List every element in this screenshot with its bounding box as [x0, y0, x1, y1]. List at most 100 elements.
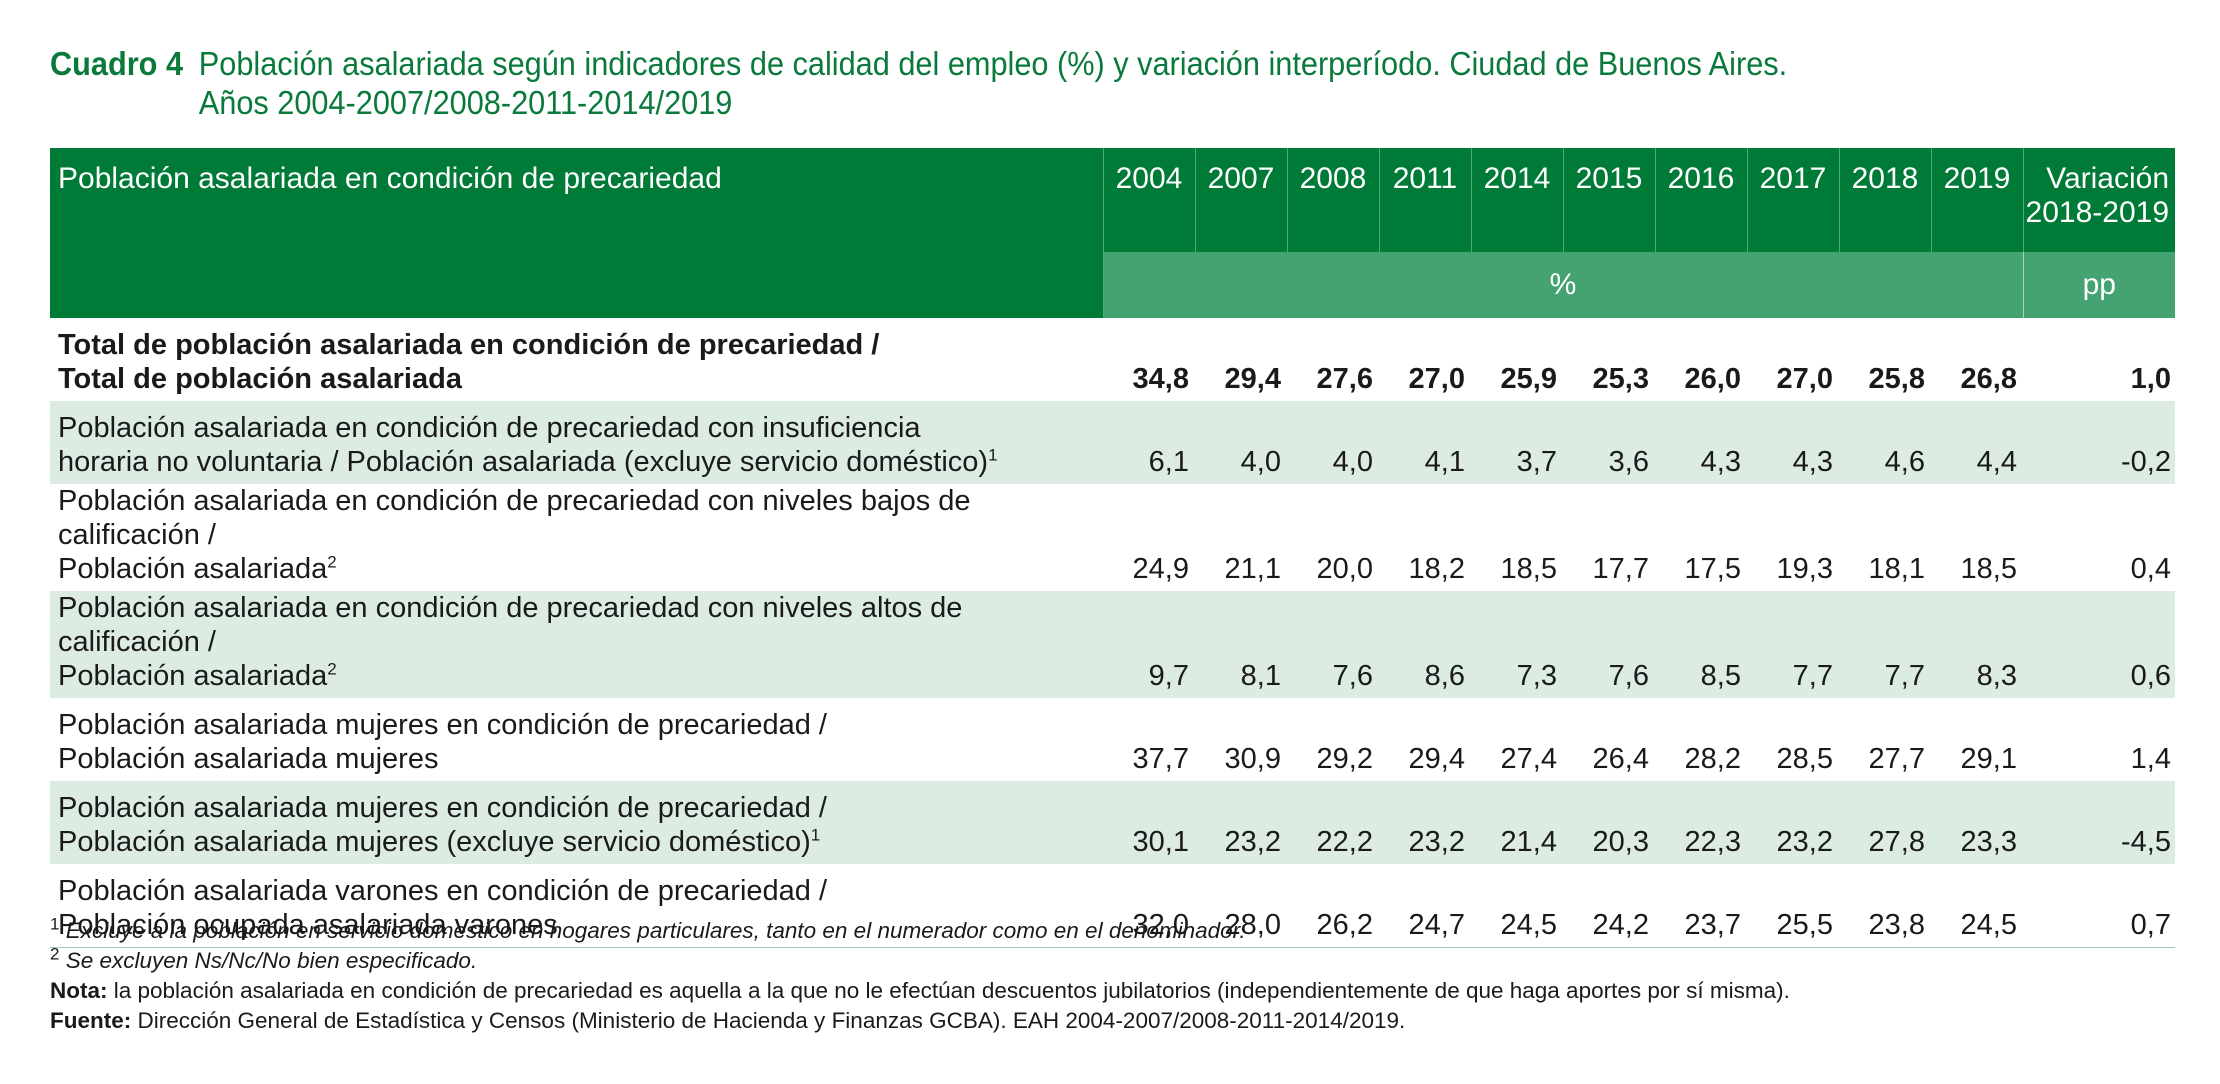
cell-value: 4,3 [1747, 401, 1839, 484]
cell-value: 6,1 [1103, 401, 1195, 484]
table-title: Cuadro 4 Población asalariada según indi… [50, 44, 2026, 122]
footnote-ref: 2 [327, 552, 337, 572]
header-year: 2007 [1195, 148, 1288, 252]
cell-value: 30,1 [1103, 781, 1195, 864]
row-label: Total de población asalariada en condici… [50, 318, 1103, 401]
row-label-line2: Población asalariada [58, 553, 328, 585]
cell-value: 8,3 [1931, 591, 2023, 698]
header-year: 2016 [1655, 148, 1748, 252]
table-row: Población asalariada mujeres en condició… [50, 698, 2175, 781]
cell-value: 27,4 [1500, 743, 1557, 775]
cell-value: 17,5 [1684, 553, 1741, 585]
cell-value: 7,6 [1563, 591, 1655, 698]
cell-value: 7,3 [1471, 591, 1563, 698]
header-year: 2014 [1471, 148, 1564, 252]
cell-variation: -0,2 [2023, 401, 2175, 484]
cell-value: 4,3 [1655, 401, 1747, 484]
cell-value: 26,2 [1287, 864, 1379, 948]
cell-value: 27,6 [1316, 363, 1373, 395]
cell-variation: 1,0 [2130, 363, 2171, 395]
row-label-line2: horaria no voluntaria / Población asalar… [58, 446, 989, 478]
cell-value: 3,6 [1563, 401, 1655, 484]
cell-variation: 0,6 [2023, 591, 2175, 698]
cell-value: 26,0 [1684, 363, 1741, 395]
header-year: 2017 [1747, 148, 1840, 252]
source: Fuente: Dirección General de Estadística… [50, 1006, 2175, 1036]
cell-value: 25,8 [1868, 363, 1925, 395]
precariedad-table: Población asalariada en condición de pre… [50, 148, 2175, 948]
cell-value: 8,5 [1655, 591, 1747, 698]
header-year: 2011 [1379, 148, 1472, 252]
cell-variation: 0,4 [2130, 553, 2171, 585]
cell-value: 28,2 [1684, 743, 1741, 775]
row-label-line2: Población asalariada [58, 660, 328, 692]
table-container: Cuadro 4 Población asalariada según indi… [50, 44, 2175, 1033]
cell-value: 18,5 [1500, 553, 1557, 585]
header-variation-line2: 2018-2019 [2025, 196, 2169, 229]
table-row: Población asalariada en condición de pre… [50, 591, 2175, 698]
cell-value: 4,0 [1287, 401, 1379, 484]
footnote-1: 1 Excluye a la población en servicio dom… [50, 916, 2175, 946]
cell-value: 29,4 [1224, 363, 1281, 395]
row-label: Población asalariada en condición de pre… [50, 401, 1103, 484]
cell-value: 4,4 [1931, 401, 2023, 484]
row-label-line1: Población asalariada en condición de pre… [58, 485, 971, 551]
cell-value: 8,6 [1379, 591, 1471, 698]
row-label: Población asalariada varones en condició… [50, 864, 1103, 948]
cell-value: 26,4 [1592, 743, 1649, 775]
table-caption: Población asalariada según indicadores d… [199, 44, 2026, 122]
cell-value: 23,3 [1931, 781, 2023, 864]
header-row: Población asalariada en condición de pre… [50, 148, 2175, 318]
cell-value: 7,6 [1287, 591, 1379, 698]
footnote-2-mark: 2 [50, 944, 60, 964]
cell-value: 22,3 [1655, 781, 1747, 864]
header-variation: Variación 2018-2019 [2023, 148, 2175, 252]
cell-value: 4,6 [1839, 401, 1931, 484]
header-year: 2008 [1287, 148, 1380, 252]
cell-variation: -4,5 [2023, 781, 2175, 864]
row-label-line2: Población asalariada mujeres (excluye se… [58, 826, 811, 858]
row-label-line2-wrap: Población asalariada2 [58, 552, 1103, 586]
row-label-line2-wrap: Población asalariada2 [58, 659, 1103, 693]
note: Nota: la población asalariada en condici… [50, 976, 2175, 1006]
unit-percent: % [1103, 252, 2024, 318]
cell-value: 25,5 [1747, 864, 1839, 948]
cell-value: 24,2 [1563, 864, 1655, 948]
row-label-line2: Población ocupada asalariada varones [58, 908, 558, 941]
source-label: Fuente: [50, 1008, 132, 1033]
header-year: 2004 [1103, 148, 1196, 252]
row-label: Población asalariada mujeres en condició… [50, 781, 1103, 864]
header-year: 2015 [1563, 148, 1656, 252]
cell-value: 24,9 [1132, 553, 1189, 585]
header-variation-line1: Variación [2046, 162, 2169, 195]
cell-value: 32,0 [1103, 864, 1195, 948]
footnote-2: 2 Se excluyen Ns/Nc/No bien especificado… [50, 946, 2175, 976]
cell-value: 23,7 [1655, 864, 1747, 948]
cell-value: 25,3 [1592, 363, 1649, 395]
cell-value: 37,7 [1132, 743, 1189, 775]
row-label-line1: Población asalariada varones en condició… [58, 874, 828, 907]
cell-value: 23,8 [1839, 864, 1931, 948]
row-label-line1: Población asalariada mujeres en condició… [58, 709, 827, 741]
cell-value: 26,8 [1960, 363, 2017, 395]
cell-value: 8,1 [1195, 591, 1287, 698]
row-label: Población asalariada en condición de pre… [50, 591, 1103, 698]
footnote-ref: 1 [988, 445, 998, 465]
note-text: la población asalariada en condición de … [107, 978, 1790, 1003]
cell-value: 17,7 [1592, 553, 1649, 585]
cell-value: 7,7 [1839, 591, 1931, 698]
row-label-line2: Total de población asalariada [58, 363, 462, 395]
table-row: Población asalariada mujeres en condició… [50, 781, 2175, 864]
table-row: Total de población asalariada en condici… [50, 318, 2175, 401]
cell-value: 24,5 [1471, 864, 1563, 948]
cell-value: 20,0 [1316, 553, 1373, 585]
table-body: Total de población asalariada en condici… [50, 318, 2175, 948]
footnote-2-text: Se excluyen Ns/Nc/No bien especificado. [65, 948, 478, 973]
cell-value: 29,4 [1408, 743, 1465, 775]
table-row: Población asalariada varones en condició… [50, 864, 2175, 948]
header-year: 2019 [1931, 148, 2024, 252]
table-row: Población asalariada en condición de pre… [50, 401, 2175, 484]
cell-value: 27,0 [1408, 363, 1465, 395]
unit-pp: pp [2023, 252, 2175, 318]
row-label-line1: Población asalariada mujeres en condició… [58, 792, 827, 824]
